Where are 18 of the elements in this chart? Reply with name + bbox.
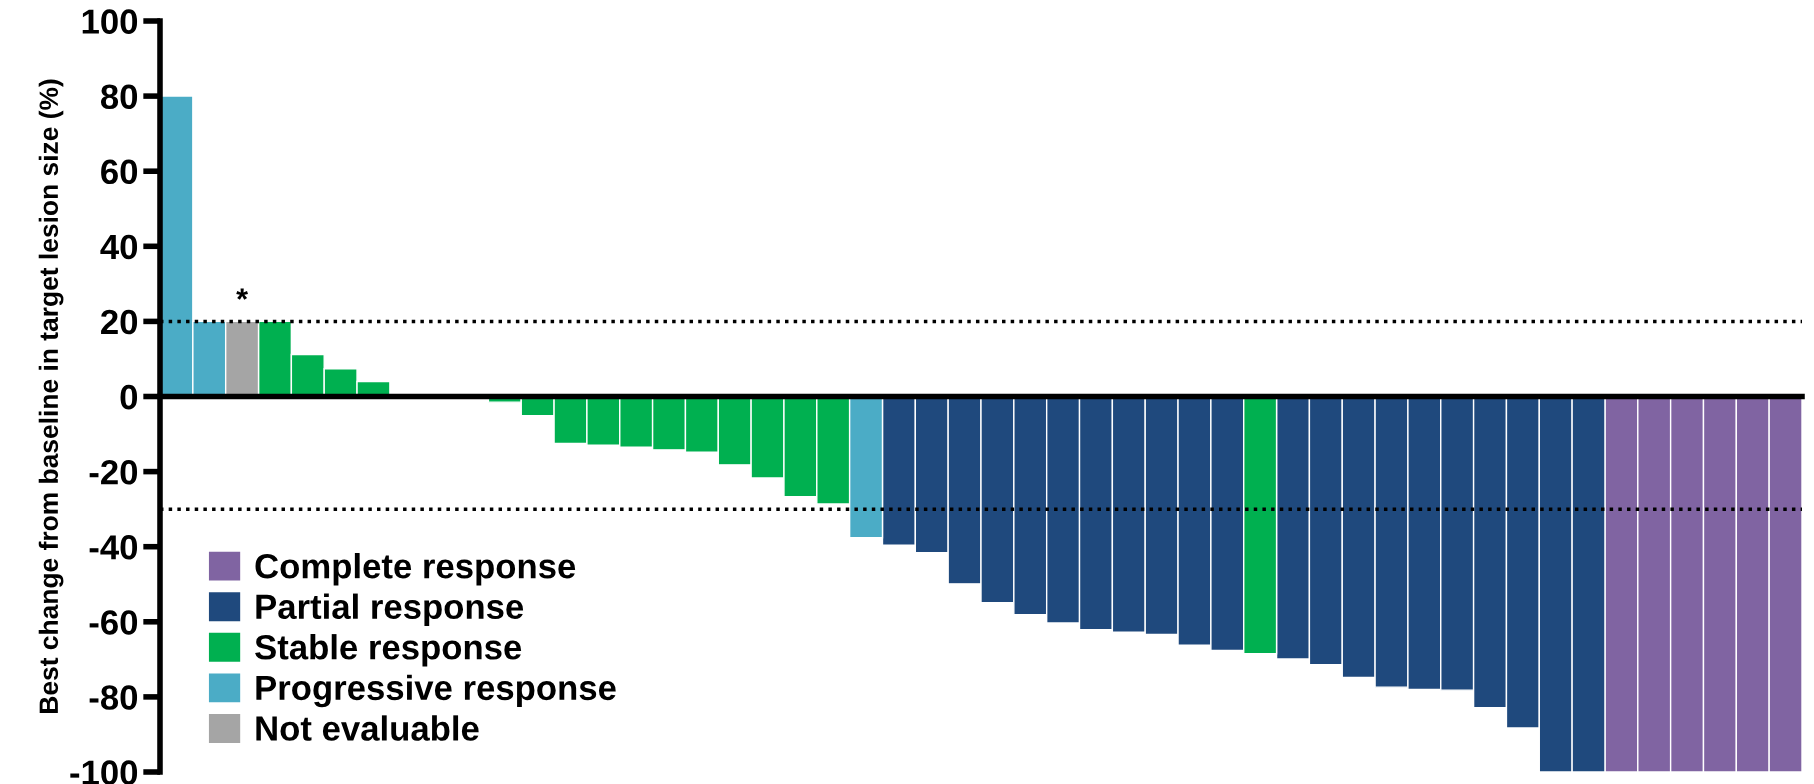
y-tick-label: 20 (101, 309, 138, 335)
y-tick-label: 40 (100, 234, 138, 260)
y-tick-label: -80 (89, 685, 138, 710)
y-tick-label: 80 (100, 84, 138, 110)
y-tick-label: 0 (120, 384, 138, 410)
annotation: * (236, 288, 249, 300)
legend-label: Partial response (256, 593, 524, 626)
y-axis-title: Best change from baseline in target lesion size (%) (38, 79, 64, 713)
legend-label: Complete response (255, 553, 576, 586)
y-tick-label: -40 (89, 535, 138, 560)
y-tick-label: 100 (82, 9, 138, 34)
legend-label: Progressive response (256, 674, 616, 708)
y-tick-label: 60 (101, 159, 138, 185)
y-tick-label: -60 (89, 610, 138, 635)
legend-label: Not evaluable (256, 715, 479, 741)
y-tick-label: -100 (70, 760, 138, 784)
y-tick-label: -20 (89, 459, 138, 485)
legend-label: Stable response (255, 634, 522, 667)
